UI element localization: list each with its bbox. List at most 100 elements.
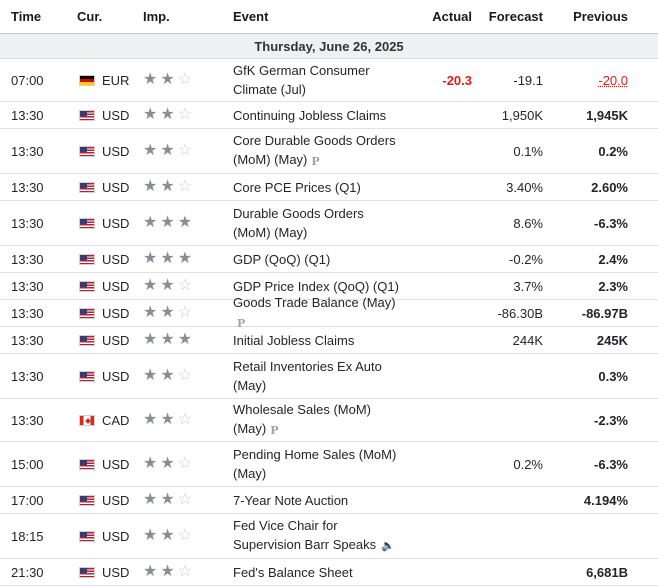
event-link[interactable]: Initial Jobless Claims <box>223 331 402 350</box>
event-name[interactable]: Fed Vice Chair for Supervision Barr Spea… <box>233 518 377 553</box>
header-time[interactable]: Time <box>11 9 42 24</box>
header-previous[interactable]: Previous <box>573 9 628 24</box>
time-cell: 13:30 <box>11 215 44 231</box>
importance-stars: ★ ★ ☆ <box>132 528 223 544</box>
event-name[interactable]: Core PCE Prices (Q1) <box>233 179 361 195</box>
header-importance[interactable]: Imp. <box>143 9 170 24</box>
star-empty-icon: ☆ <box>177 455 193 472</box>
preliminary-icon: P <box>311 154 320 168</box>
table-row[interactable]: 07:00 EUR ★ ★ ☆ GfK German Consumer Climate (… <box>0 59 658 102</box>
event-name[interactable]: Core Durable Goods Orders (MoM) (May) <box>233 133 396 168</box>
event-link[interactable]: GDP Price Index (QoQ) (Q1) <box>223 277 402 296</box>
time-cell: 21:30 <box>11 564 44 580</box>
table-row[interactable]: 13:30 USD ★ ★ ★ Durable Goods Orders (MoM) (M… <box>0 201 658 246</box>
star-empty-icon: ☆ <box>177 277 193 294</box>
forecast-value: -19.1 <box>513 72 543 88</box>
event-link[interactable]: Core Durable Goods Orders (MoM) (May) P <box>223 131 402 170</box>
table-row[interactable]: 17:00 USD ★ ★ ☆ 7-Year Note Auction 4.194% <box>0 487 658 514</box>
previous-value: 6,681B <box>586 564 628 580</box>
event-name[interactable]: Wholesale Sales (MoM) (May) <box>233 402 371 437</box>
flag-us-icon <box>79 370 95 382</box>
event-name[interactable]: Continuing Jobless Claims <box>233 107 387 123</box>
event-name[interactable]: GDP (QoQ) (Q1) <box>233 251 331 267</box>
header-forecast[interactable]: Forecast <box>488 9 543 24</box>
header-actual[interactable]: Actual <box>432 9 472 24</box>
event-name[interactable]: Goods Trade Balance (May) <box>233 295 396 311</box>
currency-cell: EUR <box>66 73 132 88</box>
table-row[interactable]: 13:30 USD ★ ★ ★ GDP (QoQ) (Q1) -0.2% 2.4% <box>0 246 658 273</box>
table-header: Time Cur. Imp. Event Actual Forecast Pre… <box>0 0 658 34</box>
table-row[interactable]: 13:30 USD ★ ★ ☆ GDP Price Index (QoQ) (Q1) 3.7… <box>0 273 658 300</box>
flag-us-icon <box>79 494 95 506</box>
event-link[interactable]: 7-Year Note Auction <box>223 491 402 510</box>
star-filled-icon: ★ <box>160 214 175 231</box>
event-name[interactable]: Fed's Balance Sheet <box>233 564 353 580</box>
table-row[interactable]: 13:30 USD ★ ★ ★ Initial Jobless Claims 244K 245… <box>0 327 658 354</box>
event-link[interactable]: Durable Goods Orders (MoM) (May) <box>223 204 402 242</box>
currency-code: USD <box>102 332 130 348</box>
event-name[interactable]: Retail Inventories Ex Auto (May) <box>233 359 382 393</box>
header-currency[interactable]: Cur. <box>77 9 103 24</box>
importance-stars: ★ ★ ☆ <box>132 72 223 88</box>
table-row[interactable]: 13:30 USD ★ ★ ☆ Core Durable Goods Orders (Mo… <box>0 129 658 174</box>
header-event[interactable]: Event <box>233 9 269 24</box>
event-name[interactable]: GfK German Consumer Climate (Jul) <box>233 63 370 97</box>
star-empty-icon: ☆ <box>177 563 193 580</box>
star-empty-icon: ☆ <box>177 106 193 123</box>
table-row[interactable]: 13:30 CAD ★ ★ ☆ Wholesale Sales (MoM) (May) P -… <box>0 399 658 442</box>
currency-cell: USD <box>66 252 132 267</box>
currency-code: USD <box>102 143 130 159</box>
time-cell: 17:00 <box>11 492 44 508</box>
event-link[interactable]: Retail Inventories Ex Auto (May) <box>223 357 402 395</box>
star-empty-icon: ☆ <box>177 491 193 508</box>
time-cell: 13:30 <box>11 368 44 384</box>
event-link[interactable]: Fed Vice Chair for Supervision Barr Spea… <box>223 516 402 555</box>
event-link[interactable]: Core PCE Prices (Q1) <box>223 178 402 197</box>
event-link[interactable]: Goods Trade Balance (May) P <box>223 293 402 332</box>
previous-value: 2.4% <box>598 251 628 267</box>
table-row[interactable]: 15:00 USD ★ ★ ☆ Pending Home Sales (MoM) (May… <box>0 442 658 487</box>
event-name[interactable]: GDP Price Index (QoQ) (Q1) <box>233 278 399 294</box>
time-cell: 07:00 <box>11 72 44 88</box>
event-name[interactable]: Durable Goods Orders (MoM) (May) <box>233 206 364 240</box>
event-link[interactable]: Wholesale Sales (MoM) (May) P <box>223 400 402 439</box>
event-link[interactable]: Fed's Balance Sheet <box>223 563 402 582</box>
star-filled-icon: ★ <box>160 455 175 472</box>
table-row[interactable]: 13:30 USD ★ ★ ☆ Goods Trade Balance (May)P -86… <box>0 295 658 330</box>
star-filled-icon: ★ <box>143 304 158 321</box>
event-link[interactable]: GDP (QoQ) (Q1) <box>223 250 402 269</box>
time-cell: 13:30 <box>11 412 44 428</box>
flag-de-icon <box>79 74 95 86</box>
event-name[interactable]: 7-Year Note Auction <box>233 492 349 508</box>
currency-cell: USD <box>66 216 132 231</box>
flag-us-icon <box>79 566 95 578</box>
table-row[interactable]: 13:30 USD ★ ★ ☆ Core PCE Prices (Q1) 3.40% 2.60… <box>0 174 658 201</box>
importance-stars: ★ ★ ☆ <box>132 564 223 580</box>
previous-value: -20.0 <box>598 72 628 88</box>
importance-stars: ★ ★ ★ <box>132 215 223 231</box>
star-empty-icon: ☆ <box>177 142 193 159</box>
table-row[interactable]: 13:30 USD ★ ★ ☆ Continuing Jobless Claims 1,95… <box>0 102 658 129</box>
date-row: Thursday, June 26, 2025 <box>0 34 658 59</box>
currency-cell: USD <box>66 108 132 123</box>
star-filled-icon: ★ <box>143 277 158 294</box>
importance-stars: ★ ★ ☆ <box>132 412 223 428</box>
table-row[interactable]: 18:15 USD ★ ★ ☆ Fed Vice Chair for Supervisio… <box>0 514 658 559</box>
table-row[interactable]: 21:30 USD ★ ★ ☆ Fed's Balance Sheet 6,681B <box>0 559 658 586</box>
currency-code: USD <box>102 528 130 544</box>
star-filled-icon: ★ <box>160 491 175 508</box>
time-cell: 15:00 <box>11 456 44 472</box>
forecast-value: 0.1% <box>513 143 543 159</box>
flag-us-icon <box>79 253 95 265</box>
star-filled-icon: ★ <box>160 178 175 195</box>
event-link[interactable]: GfK German Consumer Climate (Jul) <box>223 61 402 99</box>
star-filled-icon: ★ <box>143 491 158 508</box>
table-row[interactable]: 13:30 USD ★ ★ ☆ Retail Inventories Ex Auto (M… <box>0 354 658 399</box>
star-filled-icon: ★ <box>143 71 158 88</box>
previous-value: -86.97B <box>581 305 628 321</box>
event-name[interactable]: Pending Home Sales (MoM) (May) <box>233 447 397 481</box>
previous-value: -6.3% <box>594 456 628 472</box>
event-name[interactable]: Initial Jobless Claims <box>233 332 355 348</box>
event-link[interactable]: Pending Home Sales (MoM) (May) <box>223 445 402 483</box>
event-link[interactable]: Continuing Jobless Claims <box>223 106 402 125</box>
